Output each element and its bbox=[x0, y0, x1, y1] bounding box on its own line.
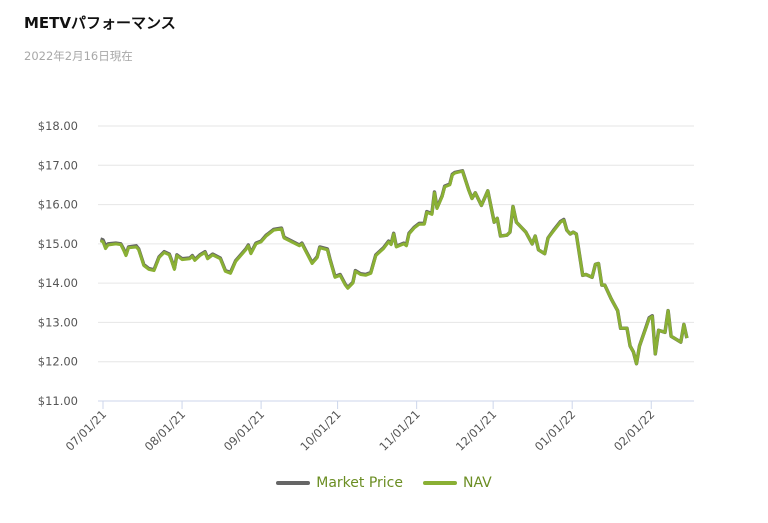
legend: Market Price NAV bbox=[0, 475, 768, 491]
x-tick-label: 11/01/21 bbox=[376, 407, 422, 453]
nav-line bbox=[99, 169, 689, 366]
x-tick-label: 08/01/21 bbox=[142, 407, 188, 453]
x-tick-label: 10/01/21 bbox=[297, 407, 343, 453]
y-tick-label: $18.00 bbox=[38, 119, 78, 133]
performance-chart: $11.00 $12.00 $13.00 $14.00 $15.00 $16.00 $17.… bbox=[38, 119, 694, 454]
y-tick-label: $13.00 bbox=[38, 315, 78, 329]
legend-item-nav[interactable]: NAV bbox=[423, 475, 492, 491]
x-tick-label: 07/01/21 bbox=[63, 407, 109, 453]
x-tick-label: 09/01/21 bbox=[221, 407, 267, 453]
y-tick-label: $17.00 bbox=[38, 158, 78, 172]
y-tick-label: $12.00 bbox=[38, 355, 78, 369]
x-tick-label: 02/01/22 bbox=[611, 407, 657, 453]
y-tick-label: $16.00 bbox=[38, 198, 78, 212]
y-tick-label: $15.00 bbox=[38, 237, 78, 251]
x-tick-label: 01/01/22 bbox=[532, 407, 578, 453]
nav-swatch bbox=[423, 481, 457, 485]
x-tick-label: 12/01/21 bbox=[453, 407, 499, 453]
legend-label-market-price: Market Price bbox=[316, 475, 403, 491]
y-tick-label: $14.00 bbox=[38, 276, 78, 290]
legend-item-market-price[interactable]: Market Price bbox=[276, 475, 403, 491]
page-title: METVパフォーマンス bbox=[24, 14, 176, 32]
legend-label-nav: NAV bbox=[463, 475, 492, 491]
y-tick-label: $11.00 bbox=[38, 394, 78, 408]
as-of-date: 2022年2月16日現在 bbox=[24, 49, 133, 63]
market-price-swatch bbox=[276, 481, 311, 485]
